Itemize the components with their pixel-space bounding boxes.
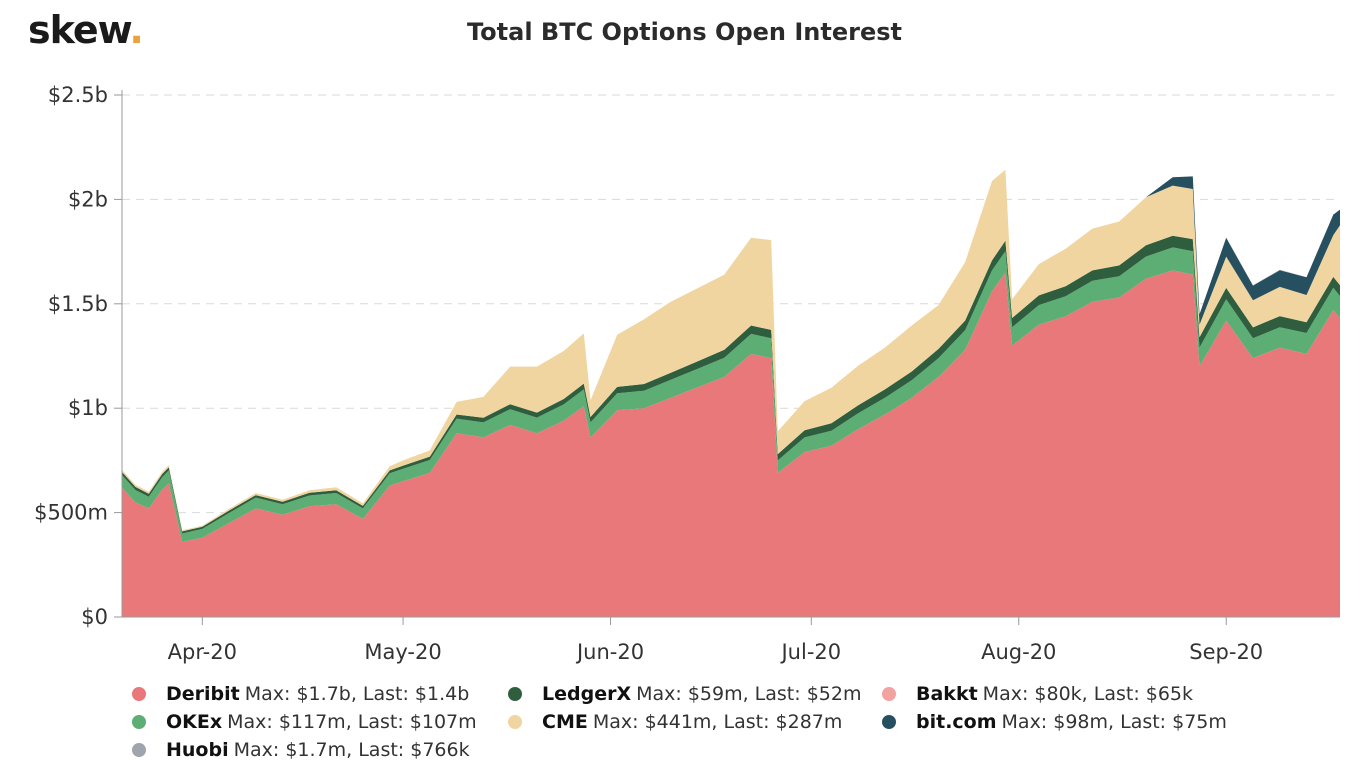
legend-series-name: bit.com — [916, 711, 997, 733]
legend-row: Deribit Max: $1.7b, Last: $1.4b LedgerX Max… — [132, 680, 1332, 708]
legend-swatch — [508, 687, 522, 701]
legend-item-cme[interactable]: CME Max: $441m, Last: $287m — [508, 711, 882, 733]
stacked-areas — [122, 169, 1340, 617]
area-series-deribit — [122, 270, 1340, 617]
y-tick-label: $1b — [68, 396, 108, 420]
legend-item-ledgerx[interactable]: LedgerX Max: $59m, Last: $52m — [508, 683, 882, 705]
legend: Deribit Max: $1.7b, Last: $1.4b LedgerX Max… — [132, 680, 1332, 764]
chart-area: $0 $500m $1b $1.5b $2b $2.5b Apr-20 May-20 Jun-… — [34, 83, 1340, 664]
area-series-ledgerx — [122, 235, 1340, 534]
x-tick-label: May-20 — [364, 640, 441, 664]
legend-item-deribit[interactable]: Deribit Max: $1.7b, Last: $1.4b — [132, 683, 508, 705]
legend-series-name: Bakkt — [916, 683, 978, 705]
legend-series-stats: Max: $59m, Last: $52m — [636, 683, 862, 705]
y-tick-label: $2b — [68, 187, 108, 211]
legend-series-stats: Max: $98m, Last: $75m — [1001, 711, 1227, 733]
x-tick-label: Jul-20 — [779, 640, 841, 664]
legend-series-stats: Max: $441m, Last: $287m — [592, 711, 843, 733]
legend-swatch — [132, 687, 146, 701]
legend-series-name: Deribit — [166, 683, 240, 705]
y-tick-label: $2.5b — [48, 83, 108, 107]
legend-series-name: OKEx — [166, 711, 223, 733]
x-tick-label: Jun-20 — [575, 640, 644, 664]
legend-swatch — [132, 715, 146, 729]
legend-series-name: CME — [542, 711, 588, 733]
legend-series-name: Huobi — [166, 739, 229, 761]
legend-series-stats: Max: $80k, Last: $65k — [982, 683, 1194, 705]
legend-row: OKEx Max: $117m, Last: $107m CME Max: $441m… — [132, 708, 1332, 736]
legend-series-stats: Max: $1.7b, Last: $1.4b — [244, 683, 470, 705]
legend-swatch — [132, 743, 146, 757]
x-axis-ticks: Apr-20 May-20 Jun-20 Jul-20 Aug-20 Sep-20 — [168, 617, 1263, 664]
logo-dot: . — [129, 8, 143, 52]
legend-series-name: LedgerX — [542, 683, 632, 705]
legend-item-huobi[interactable]: Huobi Max: $1.7m, Last: $766k — [132, 739, 508, 761]
area-series-okex — [122, 247, 1340, 542]
skew-logo: skew. — [28, 8, 144, 52]
legend-swatch — [882, 715, 896, 729]
y-axis-ticks: $0 $500m $1b $1.5b $2b $2.5b — [34, 83, 122, 629]
y-tick-label: $0 — [81, 605, 108, 629]
chart-title: Total BTC Options Open Interest — [467, 18, 902, 46]
legend-series-stats: Max: $117m, Last: $107m — [227, 711, 477, 733]
x-tick-label: Sep-20 — [1189, 640, 1263, 664]
legend-item-okex[interactable]: OKEx Max: $117m, Last: $107m — [132, 711, 508, 733]
x-tick-label: Aug-20 — [981, 640, 1056, 664]
axes — [121, 90, 1340, 618]
y-tick-label: $500m — [34, 501, 108, 525]
legend-swatch — [508, 715, 522, 729]
legend-series-stats: Max: $1.7m, Last: $766k — [233, 739, 470, 761]
legend-item-bakkt[interactable]: Bakkt Max: $80k, Last: $65k — [882, 683, 1282, 705]
legend-item-bit-com[interactable]: bit.com Max: $98m, Last: $75m — [882, 711, 1282, 733]
legend-row: Huobi Max: $1.7m, Last: $766k — [132, 736, 1332, 764]
y-tick-label: $1.5b — [48, 292, 108, 316]
x-tick-label: Apr-20 — [168, 640, 237, 664]
legend-swatch — [882, 687, 896, 701]
